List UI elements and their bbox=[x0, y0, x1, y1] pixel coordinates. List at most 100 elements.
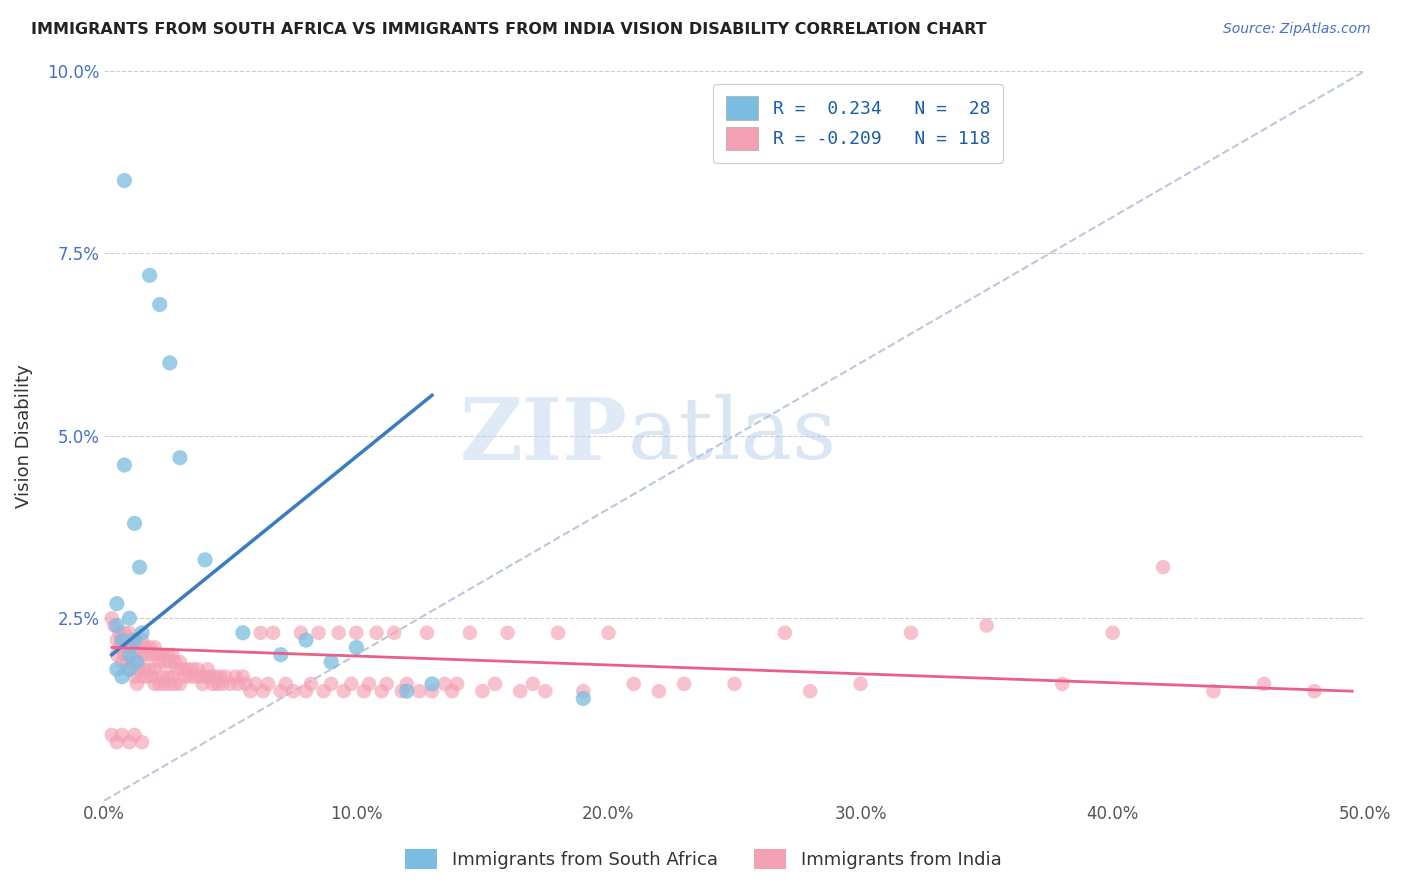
Point bbox=[572, 684, 595, 698]
Point bbox=[169, 655, 191, 669]
Point bbox=[101, 728, 124, 742]
Point bbox=[128, 662, 150, 676]
Point bbox=[156, 670, 179, 684]
Point bbox=[321, 677, 343, 691]
Point bbox=[118, 611, 141, 625]
Point bbox=[673, 677, 696, 691]
Point bbox=[163, 677, 186, 691]
Point bbox=[118, 648, 141, 662]
Text: IMMIGRANTS FROM SOUTH AFRICA VS IMMIGRANTS FROM INDIA VISION DISABILITY CORRELAT: IMMIGRANTS FROM SOUTH AFRICA VS IMMIGRAN… bbox=[31, 22, 987, 37]
Point bbox=[108, 625, 131, 640]
Point bbox=[121, 633, 143, 648]
Point bbox=[274, 677, 297, 691]
Point bbox=[138, 640, 160, 655]
Point bbox=[270, 684, 292, 698]
Point bbox=[111, 728, 134, 742]
Point bbox=[509, 684, 531, 698]
Point bbox=[849, 677, 872, 691]
Point bbox=[1253, 677, 1275, 691]
Point bbox=[194, 670, 217, 684]
Point bbox=[136, 670, 159, 684]
Point bbox=[105, 633, 128, 648]
Point bbox=[131, 625, 153, 640]
Point bbox=[105, 735, 128, 749]
Point bbox=[598, 625, 620, 640]
Point bbox=[124, 516, 146, 531]
Point bbox=[416, 625, 439, 640]
Point bbox=[131, 633, 153, 648]
Point bbox=[134, 662, 156, 676]
Point bbox=[124, 670, 146, 684]
Point bbox=[321, 655, 343, 669]
Point bbox=[433, 677, 456, 691]
Point bbox=[198, 670, 221, 684]
Point bbox=[105, 597, 128, 611]
Point bbox=[188, 670, 211, 684]
Point bbox=[141, 670, 163, 684]
Point bbox=[357, 677, 380, 691]
Point bbox=[118, 662, 141, 676]
Point bbox=[174, 670, 197, 684]
Point bbox=[128, 560, 150, 574]
Point bbox=[131, 648, 153, 662]
Point bbox=[112, 458, 135, 472]
Point bbox=[172, 662, 194, 676]
Point bbox=[136, 648, 159, 662]
Point bbox=[105, 648, 128, 662]
Point bbox=[103, 618, 125, 632]
Point bbox=[179, 670, 201, 684]
Point bbox=[344, 640, 367, 655]
Point bbox=[153, 677, 176, 691]
Point bbox=[124, 633, 146, 648]
Point bbox=[1152, 560, 1174, 574]
Point bbox=[572, 691, 595, 706]
Point bbox=[226, 677, 249, 691]
Point bbox=[197, 662, 219, 676]
Point bbox=[214, 670, 236, 684]
Point bbox=[340, 677, 363, 691]
Point bbox=[124, 728, 146, 742]
Point bbox=[219, 677, 242, 691]
Point bbox=[159, 655, 181, 669]
Point bbox=[191, 677, 214, 691]
Point bbox=[420, 684, 443, 698]
Point bbox=[169, 677, 191, 691]
Legend: R =  0.234   N =  28, R = -0.209   N = 118: R = 0.234 N = 28, R = -0.209 N = 118 bbox=[713, 84, 1002, 162]
Point bbox=[458, 625, 481, 640]
Point bbox=[211, 677, 233, 691]
Point bbox=[239, 684, 262, 698]
Point bbox=[146, 648, 169, 662]
Point bbox=[118, 662, 141, 676]
Point bbox=[156, 648, 179, 662]
Point bbox=[623, 677, 645, 691]
Point bbox=[295, 684, 318, 698]
Point bbox=[194, 553, 217, 567]
Point bbox=[125, 655, 148, 669]
Point bbox=[112, 625, 135, 640]
Point bbox=[375, 677, 398, 691]
Point bbox=[496, 625, 519, 640]
Point bbox=[159, 356, 181, 370]
Point bbox=[105, 662, 128, 676]
Point bbox=[366, 625, 388, 640]
Point bbox=[900, 625, 922, 640]
Point bbox=[262, 625, 284, 640]
Point bbox=[382, 625, 405, 640]
Point bbox=[125, 655, 148, 669]
Point bbox=[124, 633, 146, 648]
Point bbox=[111, 655, 134, 669]
Point bbox=[332, 684, 354, 698]
Point bbox=[534, 684, 557, 698]
Point bbox=[249, 625, 271, 640]
Point bbox=[153, 655, 176, 669]
Point bbox=[224, 670, 246, 684]
Point bbox=[209, 670, 232, 684]
Point bbox=[143, 677, 166, 691]
Point bbox=[252, 684, 274, 698]
Point bbox=[176, 662, 198, 676]
Point bbox=[149, 655, 172, 669]
Point bbox=[1303, 684, 1326, 698]
Point bbox=[186, 662, 208, 676]
Point bbox=[121, 655, 143, 669]
Point bbox=[1101, 625, 1123, 640]
